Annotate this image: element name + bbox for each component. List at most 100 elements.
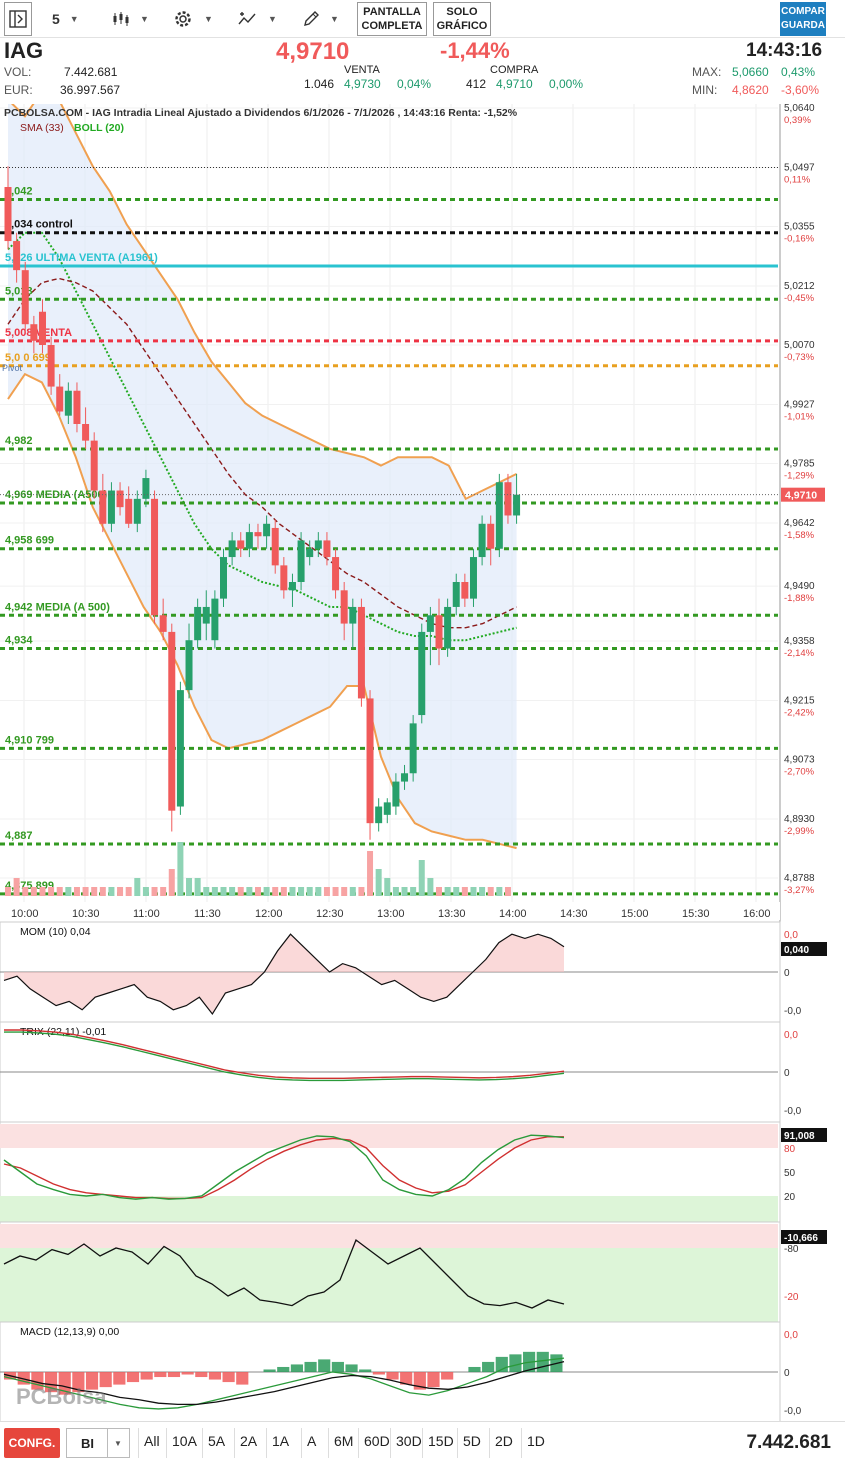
- macd-hist-bar: [468, 1366, 481, 1372]
- range-a[interactable]: A: [307, 1433, 317, 1449]
- range-1a[interactable]: 1A: [272, 1433, 290, 1449]
- candle-body: [254, 532, 262, 537]
- boll-upper-line: [10, 104, 518, 501]
- y-tick-label: 4,9073: [784, 755, 815, 766]
- candles-button[interactable]: ▼: [112, 4, 149, 34]
- indicator-panel: MOM (10) 0,04 0,0 0 -0,0 0,040: [0, 921, 827, 1023]
- candle: [280, 557, 288, 599]
- candle: [30, 315, 38, 354]
- candle-body: [332, 557, 340, 591]
- volume-bar: [56, 887, 63, 896]
- candle-body: [90, 440, 98, 491]
- candle: [366, 690, 374, 840]
- candle-body: [56, 386, 64, 412]
- range-1d[interactable]: 1D: [527, 1433, 545, 1449]
- candle-body: [297, 540, 305, 582]
- oversold-band: [0, 1196, 778, 1222]
- volume-bar: [280, 887, 287, 896]
- chart-only-button[interactable]: SOLO GRÁFICO: [433, 2, 491, 36]
- candle: [332, 548, 340, 599]
- y-tick-label: 5,0640: [784, 104, 815, 114]
- candle: [349, 598, 357, 649]
- candle: [99, 473, 107, 533]
- sell-pct: 0,04%: [397, 77, 432, 91]
- draw-button[interactable]: ▼: [302, 4, 339, 34]
- candle: [4, 166, 12, 250]
- volume-bar: [298, 887, 305, 896]
- indicators-button[interactable]: ▼: [238, 4, 277, 34]
- range-divider: [234, 1428, 235, 1458]
- volume-bar: [186, 878, 193, 896]
- y-tick-pct: -3,27%: [784, 885, 815, 896]
- trix-line: [4, 1029, 565, 1079]
- x-tick-label: 13:30: [438, 908, 466, 920]
- config-button[interactable]: CONFG.: [4, 1428, 60, 1458]
- volume-bar: [65, 887, 72, 896]
- range-2a[interactable]: 2A: [240, 1433, 258, 1449]
- candle: [38, 299, 46, 354]
- chart-area[interactable]: 5,042 5,034 control 5,026 ULTIMA VENTA (A1…: [0, 104, 845, 1421]
- vol-label: VOL:: [4, 65, 32, 79]
- fullscreen-button[interactable]: PANTALLA COMPLETA: [357, 2, 427, 36]
- gear-icon: [175, 11, 191, 27]
- candle: [263, 515, 271, 549]
- range-2d[interactable]: 2D: [495, 1433, 513, 1449]
- range-divider: [166, 1428, 167, 1458]
- volume-bar: [194, 878, 201, 896]
- candle-body: [426, 615, 434, 632]
- range-5d[interactable]: 5D: [463, 1433, 481, 1449]
- compare-button[interactable]: COMPAR GUARDA: [780, 2, 826, 36]
- mom-line: [3, 933, 565, 1016]
- macd-hist-bar: [195, 1372, 208, 1378]
- settings-button[interactable]: ▼: [172, 4, 213, 34]
- panel-tick: 0: [784, 1068, 790, 1079]
- y-tick-label: 4,8930: [784, 814, 815, 825]
- chevron-down-icon: ▼: [268, 14, 277, 24]
- volume-bar: [211, 887, 218, 896]
- candle: [13, 232, 21, 283]
- range-5a[interactable]: 5A: [208, 1433, 226, 1449]
- min-label: MIN:: [692, 83, 718, 97]
- volume-bar: [272, 887, 279, 896]
- y-tick-pct: -1,29%: [784, 471, 815, 482]
- range-6m[interactable]: 6M: [334, 1433, 354, 1449]
- min-pct: -3,60%: [781, 83, 820, 97]
- interval-select[interactable]: 5 ▼: [52, 4, 79, 34]
- range-30d[interactable]: 30D: [396, 1433, 422, 1449]
- max-label: MAX:: [692, 65, 722, 79]
- candle-body: [38, 311, 46, 345]
- y-tick-pct: -0,16%: [784, 234, 815, 245]
- volume-bar: [125, 887, 132, 896]
- x-tick-label: 10:00: [11, 908, 39, 920]
- panel-toggle-icon[interactable]: [4, 2, 32, 36]
- y-tick-label: 4,9215: [784, 696, 815, 707]
- y-tick-label: 5,0355: [784, 222, 815, 233]
- range-60d[interactable]: 60D: [364, 1433, 390, 1449]
- chevron-down-icon: ▼: [204, 14, 213, 24]
- candle-body: [444, 606, 452, 649]
- range-15d[interactable]: 15D: [428, 1433, 454, 1449]
- volume-bar: [5, 887, 11, 896]
- quote-time: 14:43:16: [746, 40, 823, 61]
- candle: [211, 590, 219, 649]
- volume-bar: [30, 887, 37, 896]
- range-all[interactable]: All: [144, 1433, 160, 1449]
- panel-tick: 80: [784, 1144, 796, 1155]
- buy-label: COMPRA: [490, 64, 539, 76]
- range-10a[interactable]: 10A: [172, 1433, 197, 1449]
- candle: [383, 798, 391, 824]
- volume-bar: [375, 869, 382, 896]
- candle: [314, 532, 322, 558]
- volume-bar: [315, 887, 322, 896]
- candle-body: [151, 498, 159, 616]
- chart-type-select[interactable]: BI ▼: [66, 1428, 130, 1458]
- volume-bar: [358, 887, 365, 896]
- pivot-label: Pivot: [2, 363, 23, 373]
- buy-qty: 412: [466, 77, 487, 91]
- volume-bar: [418, 860, 425, 896]
- panel-tick: -0,0: [784, 1406, 802, 1417]
- volume-bar: [73, 887, 80, 896]
- macd-hist-bar: [400, 1372, 413, 1385]
- panel-value-tag-label: 0,040: [784, 945, 809, 956]
- panel-tick: 0,0: [784, 1330, 798, 1341]
